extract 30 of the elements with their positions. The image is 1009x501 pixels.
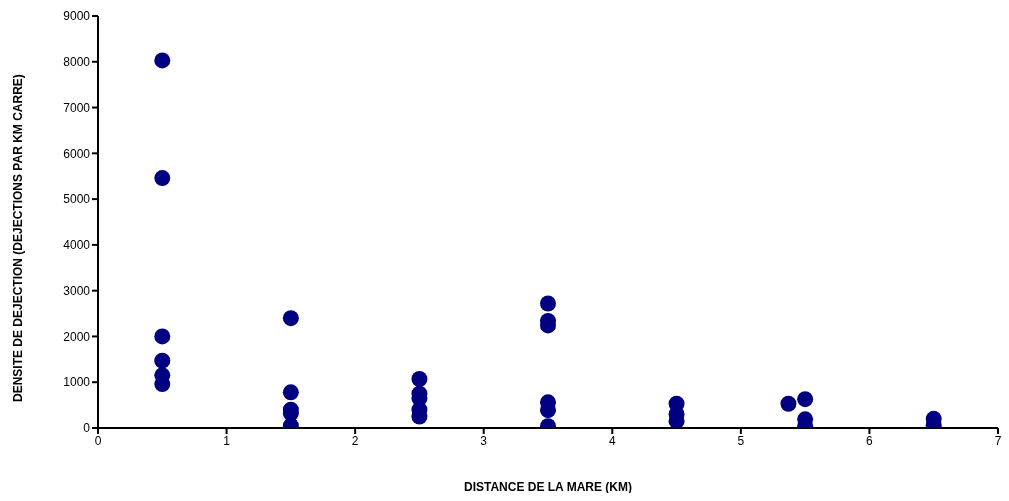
point [282,310,299,327]
y-tick-label: 8000 [63,55,91,70]
point [154,352,171,369]
y-tick-label: 7000 [63,100,91,115]
y-tick-label: 2000 [63,329,91,344]
y-tick-label: 3000 [63,283,91,298]
point [154,328,171,345]
point [797,391,814,408]
y-tick-label: 0 [83,421,91,436]
x-tick-label: 6 [866,433,874,448]
x-tick-label: 0 [94,433,102,448]
y-tick-label: 4000 [63,238,91,253]
y-tick-label: 6000 [63,146,91,161]
x-tick-label: 2 [351,433,359,448]
y-tick-label: 5000 [63,192,91,207]
x-tick-label: 7 [994,433,1002,448]
point [540,295,556,312]
x-tick-label: 5 [737,433,745,448]
point [154,170,171,187]
point [780,395,797,412]
x-tick-label: 4 [608,433,616,448]
y-tick-label: 9000 [63,9,91,24]
point [411,371,428,388]
x-axis-title: DISTANCE DE LA MARE (KM) [464,480,632,494]
x-tick-label: 3 [480,433,488,448]
point [154,52,171,69]
point [282,384,299,401]
x-tick-label: 1 [223,433,231,448]
y-axis-title: DENSITE DE DEJECTION (DEJECTIONS PAR KM CARRE) [11,74,26,402]
y-tick-label: 1000 [63,375,91,390]
